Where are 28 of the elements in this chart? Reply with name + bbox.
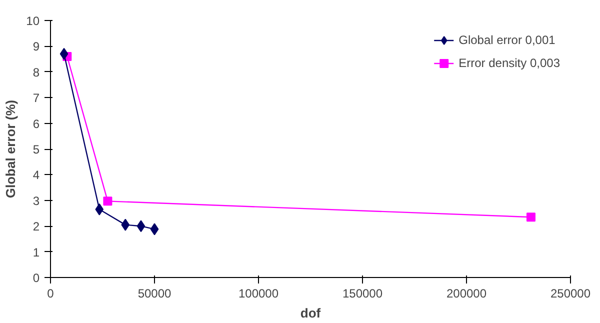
x-tick-label: 0 — [47, 286, 54, 300]
x-axis-title: dof — [300, 306, 322, 320]
legend-label: Error density 0,003 — [458, 56, 560, 70]
point — [60, 48, 68, 60]
y-tick-label: 9 — [32, 40, 40, 54]
y-tick-label: 5 — [32, 142, 40, 156]
y-axis-title: Global error (%) — [3, 100, 18, 198]
x-tick-label: 250000 — [550, 286, 591, 300]
y-tick-label: 2 — [32, 220, 40, 234]
y-tick-label: 4 — [32, 168, 40, 182]
y-tick-label: 0 — [32, 271, 40, 285]
point — [121, 218, 130, 231]
x-tick-label: 50000 — [138, 286, 172, 300]
y-tick-label: 8 — [32, 65, 40, 80]
point — [103, 196, 112, 206]
y-tick-label: 1 — [32, 245, 40, 260]
point — [136, 220, 146, 232]
x-tick-label: 100000 — [238, 286, 279, 300]
y-tick-label: 10 — [26, 14, 40, 28]
y-tick-label: 3 — [32, 194, 40, 208]
point — [150, 223, 159, 236]
y-tick-label: 7 — [32, 91, 40, 106]
point — [526, 212, 536, 222]
point — [95, 203, 104, 216]
x-tick-label: 150000 — [342, 286, 383, 300]
x-tick-label: 200000 — [446, 286, 487, 300]
legend-label: Global error 0,001 — [458, 33, 556, 47]
y-tick-label: 6 — [32, 116, 40, 131]
